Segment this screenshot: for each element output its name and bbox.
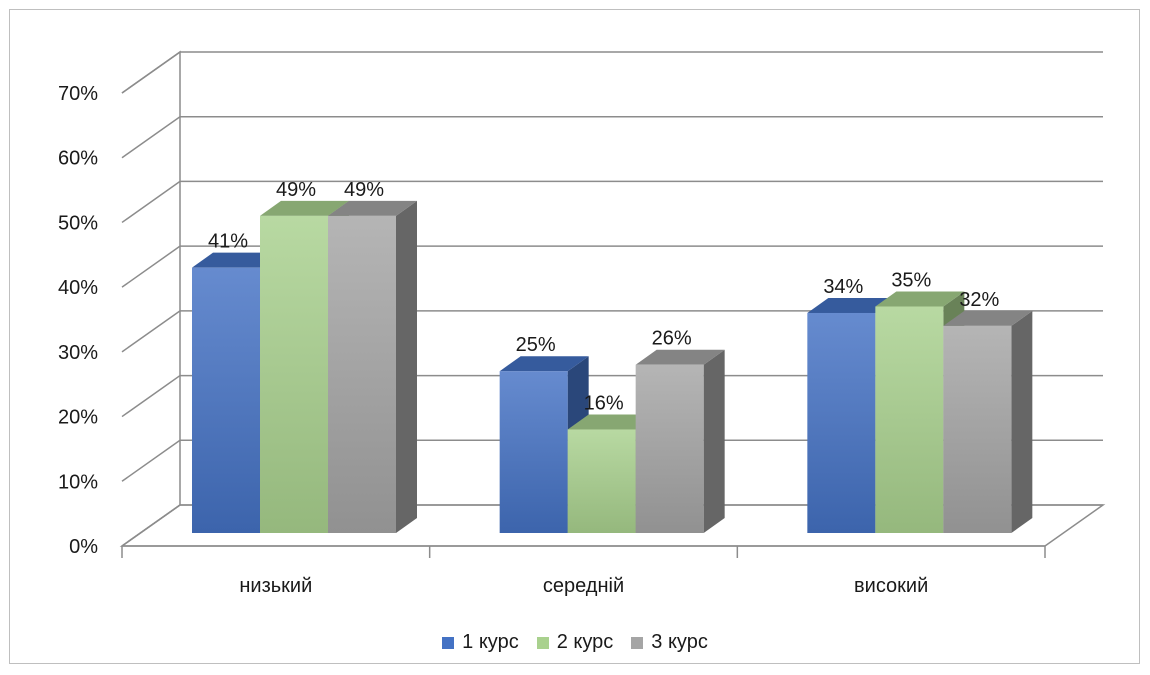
gridline bbox=[121, 439, 1103, 482]
gridline bbox=[121, 180, 1103, 224]
gridline bbox=[121, 115, 1103, 159]
legend: 1 курс 2 курс 3 курс bbox=[0, 631, 1150, 654]
data-label: 35% bbox=[891, 270, 931, 292]
legend-label: 3 курс bbox=[651, 631, 708, 653]
y-tick-label: 30% bbox=[58, 342, 98, 364]
category-labels: низький середній високий bbox=[239, 575, 928, 597]
data-label: 32% bbox=[959, 289, 999, 311]
legend-item: 1 курс bbox=[442, 631, 519, 654]
gridline bbox=[121, 504, 1103, 547]
y-tick-label: 60% bbox=[58, 148, 98, 170]
legend-swatch bbox=[536, 636, 549, 649]
y-tick-label: 40% bbox=[58, 277, 98, 299]
data-label: 25% bbox=[516, 334, 556, 356]
data-label: 26% bbox=[652, 328, 692, 350]
side-wall bbox=[121, 50, 181, 547]
bar bbox=[943, 310, 1033, 533]
y-tick-label: 70% bbox=[58, 83, 98, 105]
data-label: 49% bbox=[344, 179, 384, 201]
gridline bbox=[121, 310, 1103, 353]
category-label: середній bbox=[543, 575, 624, 597]
legend-label: 2 курс bbox=[556, 631, 614, 653]
gridlines bbox=[121, 51, 1103, 558]
category-label: високий bbox=[854, 575, 928, 597]
legend-swatch bbox=[631, 636, 644, 649]
y-tick-label: 10% bbox=[58, 471, 98, 493]
y-tick-label: 50% bbox=[58, 212, 98, 234]
bars bbox=[192, 200, 1033, 533]
data-label: 34% bbox=[823, 276, 863, 298]
y-tick-label: 0% bbox=[69, 536, 98, 558]
data-labels: 41% 49% 49% 25% 16% 26% 34% 35% 32% bbox=[208, 179, 1000, 415]
legend-item: 2 курс bbox=[536, 631, 614, 654]
y-axis-tick-labels: 0% 10% 20% 30% 40% 50% 60% 70% bbox=[58, 83, 98, 558]
gridline bbox=[121, 374, 1103, 418]
legend-swatch bbox=[442, 636, 455, 649]
bar bbox=[635, 349, 725, 533]
data-label: 41% bbox=[208, 231, 248, 253]
data-label: 49% bbox=[276, 179, 316, 201]
gridline bbox=[121, 51, 1103, 94]
legend-item: 3 курс bbox=[631, 631, 708, 654]
bar bbox=[328, 200, 417, 533]
category-label: низький bbox=[239, 575, 312, 597]
data-label: 16% bbox=[584, 392, 624, 414]
legend-label: 1 курс bbox=[462, 631, 519, 653]
gridline bbox=[121, 245, 1103, 288]
y-tick-label: 20% bbox=[58, 407, 98, 429]
